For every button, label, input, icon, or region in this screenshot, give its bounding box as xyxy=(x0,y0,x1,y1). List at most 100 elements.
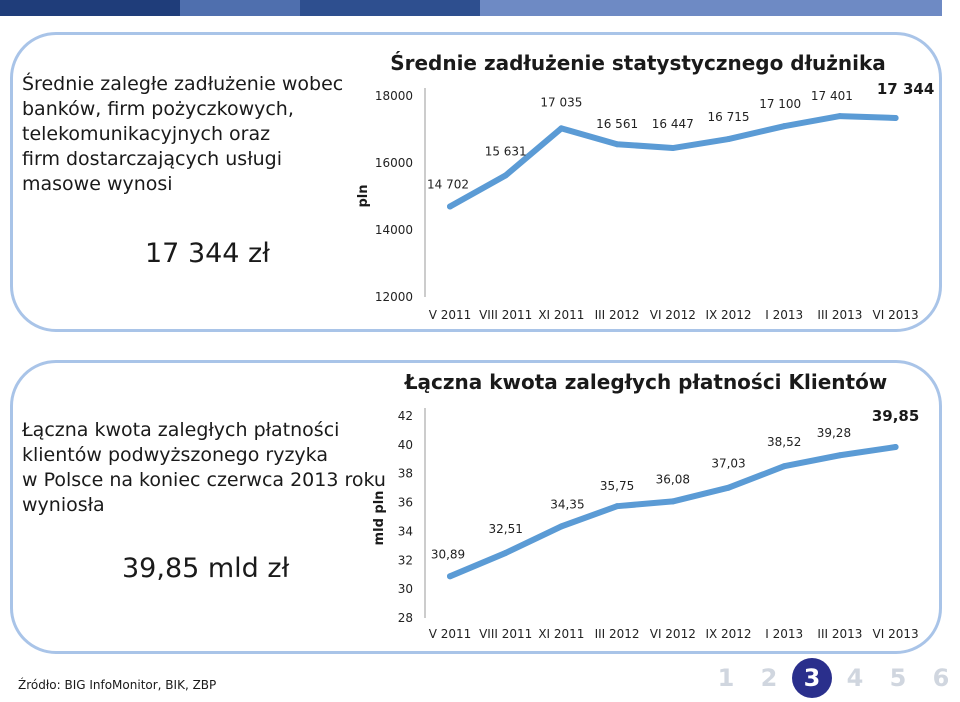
payments-x-tick-label: VI 2012 xyxy=(650,627,696,641)
debt-data-point xyxy=(781,123,788,130)
payments-description-line: w Polsce na koniec czerwca 2013 roku xyxy=(22,469,386,491)
page-5-button[interactable]: 5 xyxy=(889,664,907,692)
payments-x-tick-label: III 2012 xyxy=(595,627,640,641)
page-3-button[interactable]: 3 xyxy=(792,658,832,698)
debt-data-label: 14 702 xyxy=(427,177,469,191)
payments-data-point xyxy=(892,444,899,451)
debt-x-tick-label: IX 2012 xyxy=(705,308,751,322)
debt-data-label: 17 100 xyxy=(759,97,801,111)
debt-x-tick-label: VIII 2011 xyxy=(479,308,532,322)
payments-x-tick-label: VI 2013 xyxy=(873,627,919,641)
page-1-button[interactable]: 1 xyxy=(717,664,735,692)
payments-description-line: Łączna kwota zaległych płatności xyxy=(22,419,340,441)
debt-description-line: Średnie zaległe zadłużenie wobec xyxy=(22,73,344,95)
payments-data-label: 34,35 xyxy=(550,497,584,511)
payments-data-label: 35,75 xyxy=(600,479,634,493)
payments-description-line: klientów podwyższonego ryzyka xyxy=(22,444,328,466)
debt-panel xyxy=(10,32,942,332)
payments-panel xyxy=(10,360,942,654)
payments-description-line: wyniosła xyxy=(22,494,105,516)
payments-y-tick-label: 38 xyxy=(398,467,413,481)
payments-data-label: 39,28 xyxy=(817,426,851,440)
average-debt-chart: Średnie zadłużenie statystycznego dłużni… xyxy=(356,51,934,322)
debt-data-point xyxy=(502,172,509,179)
payments-data-point xyxy=(558,523,565,530)
top-bar-segment xyxy=(300,0,480,16)
payments-data-point xyxy=(447,573,453,580)
payments-data-label: 36,08 xyxy=(656,472,690,486)
page-6-button[interactable]: 6 xyxy=(932,664,950,692)
debt-y-tick-label: 16000 xyxy=(375,156,413,170)
debt-x-tick-label: V 2011 xyxy=(429,308,472,322)
debt-x-tick-label: III 2013 xyxy=(817,308,862,322)
debt-data-point xyxy=(836,113,843,120)
debt-y-tick-label: 18000 xyxy=(375,89,413,103)
top-bar-segment xyxy=(0,0,180,16)
top-bar-segment xyxy=(480,0,942,16)
debt-x-tick-label: XI 2011 xyxy=(538,308,584,322)
payments-data-point xyxy=(502,549,509,556)
payments-y-tick-label: 34 xyxy=(398,524,413,538)
payments-data-point xyxy=(836,452,843,459)
debt-y-axis-label: pln xyxy=(356,184,371,207)
debt-data-point xyxy=(614,141,621,148)
debt-data-label: 15 631 xyxy=(485,144,527,158)
debt-description-line: masowe wynosi xyxy=(22,173,173,195)
top-decor-bar xyxy=(0,0,960,20)
payments-data-point xyxy=(781,463,788,470)
total-payments-chart: Łączna kwota zaległych płatności Klientó… xyxy=(372,370,919,641)
total-payments-value: 39,85 mld zł xyxy=(122,553,290,584)
debt-description-line: banków, firm pożyczkowych, xyxy=(22,98,294,120)
debt-data-label: 17 344 xyxy=(877,80,934,98)
payments-y-axis-label: mld pln xyxy=(372,491,387,546)
top-bar-segment xyxy=(180,0,300,16)
debt-y-tick-label: 12000 xyxy=(375,290,413,304)
average-debt-value: 17 344 zł xyxy=(145,238,270,269)
payments-x-tick-label: VIII 2011 xyxy=(479,627,532,641)
debt-data-label: 17 401 xyxy=(811,89,853,103)
debt-x-tick-label: VI 2013 xyxy=(873,308,919,322)
page-4-button[interactable]: 4 xyxy=(846,664,864,692)
payments-data-point xyxy=(614,503,621,510)
payments-y-tick-label: 36 xyxy=(398,496,413,510)
payments-y-tick-label: 30 xyxy=(398,582,413,596)
debt-data-label: 16 447 xyxy=(652,117,694,131)
payments-x-tick-label: IX 2012 xyxy=(705,627,751,641)
debt-x-tick-label: I 2013 xyxy=(765,308,803,322)
payments-data-point xyxy=(725,484,732,491)
debt-data-point xyxy=(669,145,676,152)
debt-data-point xyxy=(892,114,899,121)
debt-description: Średnie zaległe zadłużenie wobec banków,… xyxy=(22,72,343,197)
payments-x-tick-label: I 2013 xyxy=(765,627,803,641)
payments-y-tick-label: 32 xyxy=(398,553,413,567)
debt-data-label: 17 035 xyxy=(540,95,582,109)
debt-description-line: telekomunikacyjnych oraz xyxy=(22,123,271,145)
debt-description-line: firm dostarczających usługi xyxy=(22,148,282,170)
debt-data-point xyxy=(447,203,453,210)
payments-data-label: 38,52 xyxy=(767,435,801,449)
debt-data-point xyxy=(725,136,732,143)
payments-x-tick-label: III 2013 xyxy=(817,627,862,641)
payments-y-tick-label: 40 xyxy=(398,438,413,452)
payments-series-line xyxy=(447,444,899,580)
payments-data-label: 30,89 xyxy=(431,547,465,561)
debt-data-label: 16 561 xyxy=(596,117,638,131)
payments-data-point xyxy=(669,498,676,505)
debt-x-tick-label: III 2012 xyxy=(595,308,640,322)
payments-data-label: 32,51 xyxy=(489,522,523,536)
debt-chart-title: Średnie zadłużenie statystycznego dłużni… xyxy=(390,51,886,75)
payments-y-tick-label: 28 xyxy=(398,611,413,625)
source-note: Źródło: BIG InfoMonitor, BIK, ZBP xyxy=(18,678,217,692)
payments-x-tick-label: XI 2011 xyxy=(538,627,584,641)
page-2-button[interactable]: 2 xyxy=(760,664,778,692)
payments-description: Łączna kwota zaległych płatności klientó… xyxy=(22,418,386,518)
debt-x-tick-label: VI 2012 xyxy=(650,308,696,322)
payments-data-label: 39,85 xyxy=(872,407,919,425)
payments-y-tick-label: 42 xyxy=(398,409,413,423)
debt-data-label: 16 715 xyxy=(708,110,750,124)
payments-chart-title: Łączna kwota zaległych płatności Klientó… xyxy=(404,370,888,394)
debt-data-point xyxy=(558,125,565,132)
payments-x-tick-label: V 2011 xyxy=(429,627,472,641)
debt-y-tick-label: 14000 xyxy=(375,223,413,237)
